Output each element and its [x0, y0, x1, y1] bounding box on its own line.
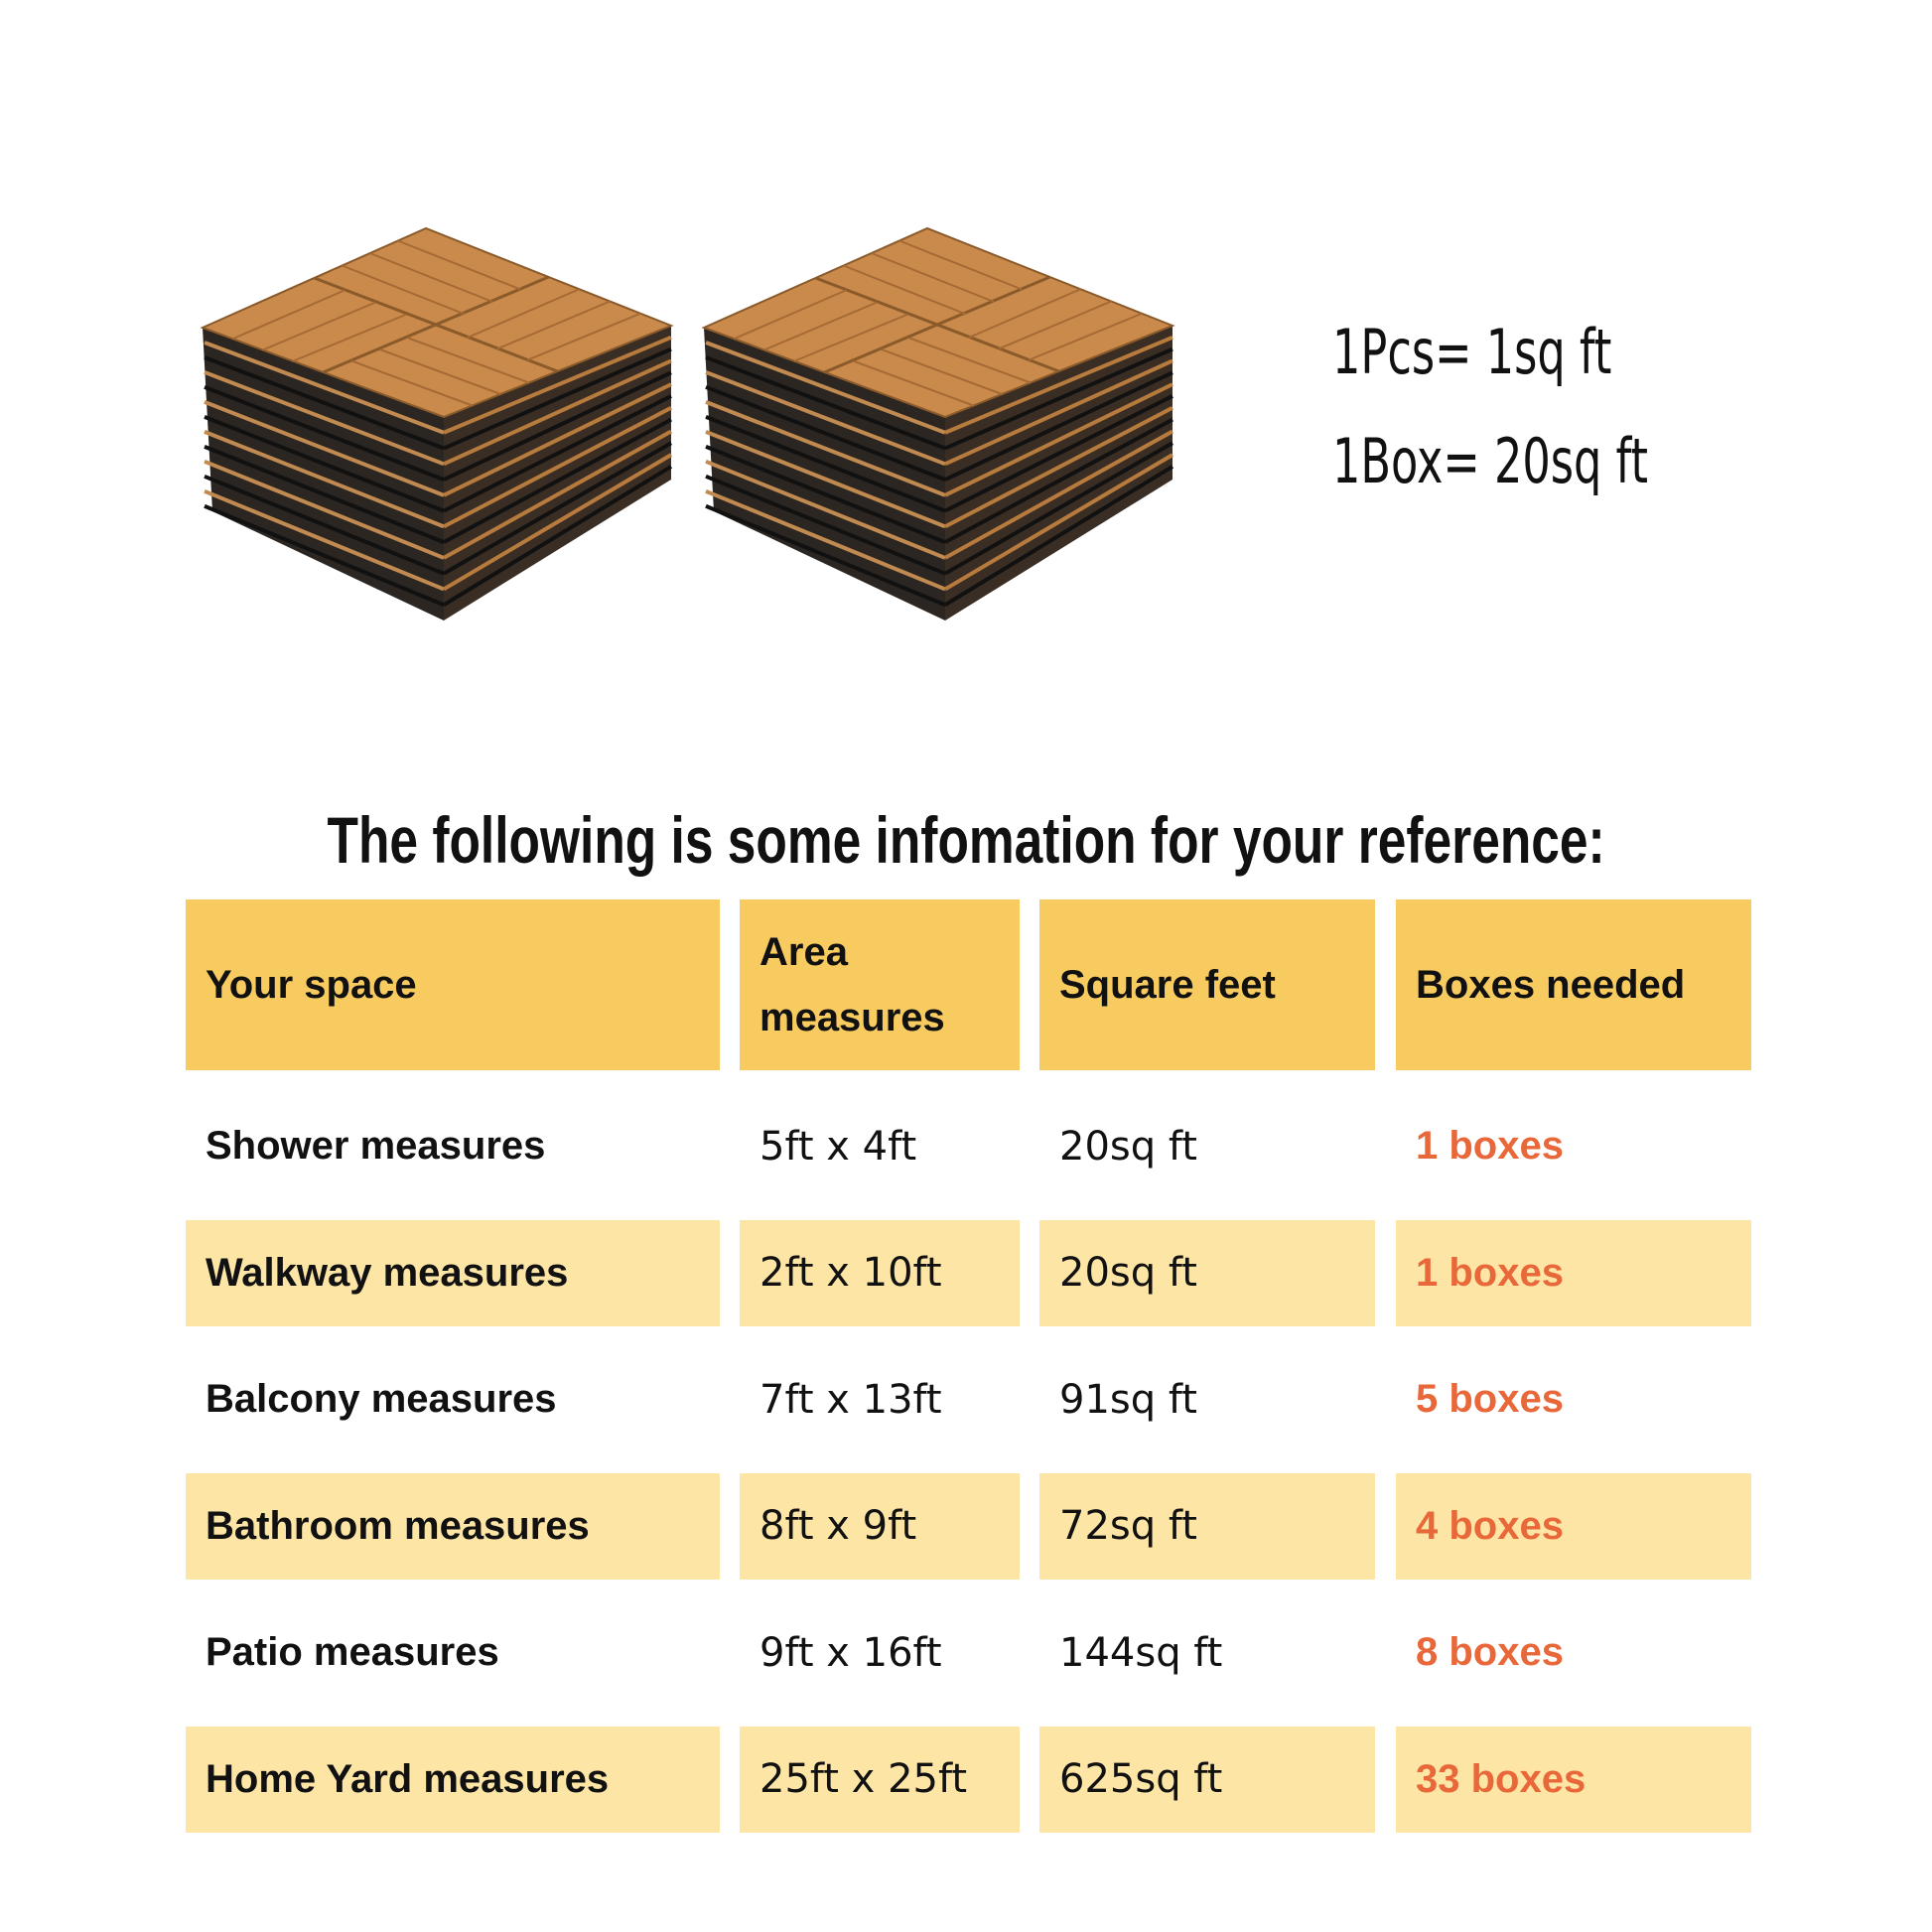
cell-area-measures: 2ft x 10ft — [740, 1219, 1020, 1326]
cell-boxes-needed: 1 boxes — [1416, 1124, 1564, 1168]
cell-square-feet: 625sq ft — [1039, 1725, 1375, 1833]
cell-boxes-needed: 5 boxes — [1416, 1377, 1564, 1421]
cell-area-measures: 25ft x 25ft — [740, 1725, 1020, 1833]
cell-square-feet: 144sq ft — [1059, 1629, 1223, 1676]
cell-your-space: Bathroom measures — [186, 1472, 720, 1580]
cell-square-feet: 91sq ft — [1059, 1376, 1197, 1423]
cell-area-measures: 9ft x 16ft — [759, 1629, 942, 1676]
cell-square-feet: 72sq ft — [1039, 1472, 1375, 1580]
cell-square-feet: 20sq ft — [1039, 1219, 1375, 1326]
cell-your-space: Shower measures — [206, 1124, 546, 1168]
spec-per-box: 1Box= 20sq ft — [1332, 425, 1649, 497]
cell-your-space: Home Yard measures — [186, 1725, 720, 1833]
cell-your-space: Patio measures — [206, 1630, 499, 1674]
product-image-tile-stacks — [200, 226, 1175, 621]
header-your-space: Your space — [186, 899, 720, 1070]
page-title: The following is some infomation for you… — [0, 802, 1932, 878]
cell-area-measures: 8ft x 9ft — [740, 1472, 1020, 1580]
cell-square-feet: 20sq ft — [1059, 1123, 1197, 1170]
header-square-feet: Square feet — [1039, 899, 1375, 1070]
cell-boxes-needed: 8 boxes — [1416, 1630, 1564, 1674]
cell-boxes-needed: 33 boxes — [1396, 1725, 1751, 1833]
cell-area-measures: 5ft x 4ft — [759, 1123, 917, 1170]
header-area-measures: Area measures — [740, 899, 1020, 1070]
cell-boxes-needed: 1 boxes — [1396, 1219, 1751, 1326]
cell-your-space: Walkway measures — [186, 1219, 720, 1326]
cell-your-space: Balcony measures — [206, 1377, 557, 1421]
cell-area-measures: 7ft x 13ft — [759, 1376, 942, 1423]
cell-boxes-needed: 4 boxes — [1396, 1472, 1751, 1580]
title-text: The following is some infomation for you… — [327, 803, 1605, 877]
header-boxes-needed: Boxes needed — [1396, 899, 1751, 1070]
spec-per-piece: 1Pcs= 1sq ft — [1332, 316, 1612, 388]
